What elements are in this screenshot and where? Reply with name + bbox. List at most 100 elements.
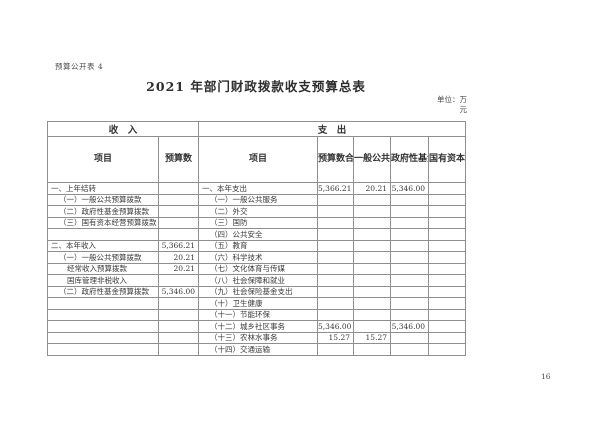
- income-item-cell: （二）政府性基金预算拨款: [47, 205, 159, 218]
- expense-item-cell: （五）教育: [198, 239, 319, 252]
- expense-item-cell: （四）公共安全: [198, 228, 319, 241]
- expense-item-cell: （一）一般公共服务: [198, 193, 319, 206]
- expense-item-cell: （八）社会保障和就业: [198, 274, 319, 287]
- expense-item-cell: （十）卫生健康: [198, 297, 319, 310]
- unit-note-line2: 元: [459, 105, 468, 114]
- income-item-cell: 经常收入预算拨款: [47, 262, 159, 275]
- page-number: 16: [541, 372, 551, 381]
- expense-total-cell: [317, 228, 355, 241]
- income-value-cell: [157, 320, 200, 333]
- expense-gov-fund-cell: [390, 193, 430, 206]
- income-item-cell: （二）政府性基金预算拨款: [47, 285, 159, 298]
- expense-general-budget-cell: [353, 308, 392, 321]
- page-title: 2021 年部门财政拨款收支预算总表: [146, 79, 366, 94]
- expense-state-capital-cell: [428, 205, 467, 218]
- table-row: （四）公共安全: [47, 228, 467, 241]
- income-item-cell: [47, 228, 159, 241]
- column-header-row: 项目 预算数 项目 预算数合计 一般公共预算财政拨款 政府性基金预算财政拨款 国…: [47, 136, 467, 183]
- expense-total-cell: [317, 262, 355, 275]
- expense-state-capital-cell: [428, 239, 467, 252]
- expense-item-cell: （十二）城乡社区事务: [198, 320, 319, 333]
- unit-note-line1: 单位：万: [437, 95, 467, 104]
- expense-total-cell: [317, 251, 355, 264]
- table-body: 一、上年结转 一、本年支出 5,366.21 20.21 5,346.00 （一…: [47, 182, 467, 356]
- income-item-cell: 二、本年收入: [47, 239, 159, 252]
- expense-gov-fund-cell: [390, 274, 430, 287]
- expense-gov-fund-cell: [390, 285, 430, 298]
- unit-note: 单位：万 元: [437, 95, 467, 115]
- expense-gov-fund-cell: 5,346.00: [390, 182, 430, 195]
- table-row: 二、本年收入 5,366.21 （五）教育: [47, 239, 467, 252]
- expense-general-budget-header: 一般公共预算财政拨款: [353, 136, 392, 183]
- expense-general-budget-cell: [353, 216, 392, 229]
- expense-gov-fund-cell: 5,346.00: [390, 320, 430, 333]
- expense-item-cell: 一、本年支出: [198, 182, 319, 195]
- income-item-header: 项目: [47, 136, 159, 183]
- expense-item-cell: （十三）农林水事务: [198, 331, 319, 344]
- expense-item-cell: （三）国防: [198, 216, 319, 229]
- expense-gov-fund-cell: [390, 262, 430, 275]
- expense-state-capital-cell: [428, 343, 467, 356]
- expense-gov-fund-header: 政府性基金预算财政拨款: [390, 136, 430, 183]
- expense-state-capital-cell: [428, 285, 467, 298]
- expense-state-capital-cell: [428, 274, 467, 287]
- expense-state-capital-cell: [428, 251, 467, 264]
- expense-state-capital-header: 国有资本经营预算财政拨款: [428, 136, 467, 183]
- table-row: 经常收入预算拨款 20.21 （七）文化体育与传媒: [47, 262, 467, 275]
- expense-state-capital-cell: [428, 331, 467, 344]
- expense-total-cell: [317, 205, 355, 218]
- expense-total-cell: 5,366.21: [317, 182, 355, 195]
- expense-gov-fund-cell: [390, 297, 430, 310]
- income-item-cell: [47, 297, 159, 310]
- expense-item-cell: （六）科学技术: [198, 251, 319, 264]
- table-row: （十四）交通运输: [47, 343, 467, 356]
- expense-state-capital-cell: [428, 308, 467, 321]
- expense-state-capital-cell: [428, 193, 467, 206]
- expense-general-budget-cell: [353, 285, 392, 298]
- income-value-cell: [157, 343, 200, 356]
- expense-general-budget-cell: [353, 228, 392, 241]
- income-value-cell: [157, 182, 200, 195]
- income-item-cell: [47, 343, 159, 356]
- income-item-cell: 一、上年结转: [47, 182, 159, 195]
- expense-item-cell: （七）文化体育与传媒: [198, 262, 319, 275]
- expense-total-cell: [317, 193, 355, 206]
- expense-item-cell: （十四）交通运输: [198, 343, 319, 356]
- income-budget-header: 预算数: [157, 136, 200, 183]
- expense-gov-fund-cell: [390, 205, 430, 218]
- income-value-cell: [157, 205, 200, 218]
- expense-gov-fund-cell: [390, 216, 430, 229]
- table-row: （十一）节能环保: [47, 308, 467, 321]
- income-value-cell: [157, 216, 200, 229]
- expense-gov-fund-cell: [390, 228, 430, 241]
- expense-general-budget-cell: [353, 297, 392, 310]
- expense-state-capital-cell: [428, 297, 467, 310]
- expense-state-capital-cell: [428, 182, 467, 195]
- expense-gov-fund-cell: [390, 308, 430, 321]
- group-header-row: 收 入 支 出: [46, 121, 467, 137]
- income-item-cell: （一）一般公共预算拨款: [47, 251, 159, 264]
- income-value-cell: [157, 308, 200, 321]
- income-value-cell: 5,366.21: [157, 239, 200, 252]
- table-row: （十）卫生健康: [47, 297, 467, 310]
- expense-state-capital-cell: [428, 228, 467, 241]
- expense-total-cell: 15.27: [317, 331, 355, 344]
- table-row: （二）政府性基金预算拨款 （二）外交: [47, 205, 467, 218]
- expense-general-budget-cell: 20.21: [353, 182, 392, 195]
- income-item-cell: [47, 308, 159, 321]
- expense-item-cell: （九）社会保险基金支出: [198, 285, 319, 298]
- expense-total-cell: [317, 216, 355, 229]
- expense-total-header: 预算数合计: [317, 136, 355, 183]
- table-row: 一、上年结转 一、本年支出 5,366.21 20.21 5,346.00: [47, 182, 467, 195]
- expense-general-budget-cell: [353, 320, 392, 333]
- income-value-cell: [157, 331, 200, 344]
- income-group-header: 收 入: [46, 121, 200, 137]
- income-value-cell: [157, 274, 200, 287]
- expense-state-capital-cell: [428, 216, 467, 229]
- expense-general-budget-cell: [353, 274, 392, 287]
- table-row: （二）政府性基金预算拨款 5,346.00 （九）社会保险基金支出: [47, 285, 467, 298]
- expense-total-cell: [317, 297, 355, 310]
- expense-state-capital-cell: [428, 262, 467, 275]
- expense-general-budget-cell: 15.27: [353, 331, 392, 344]
